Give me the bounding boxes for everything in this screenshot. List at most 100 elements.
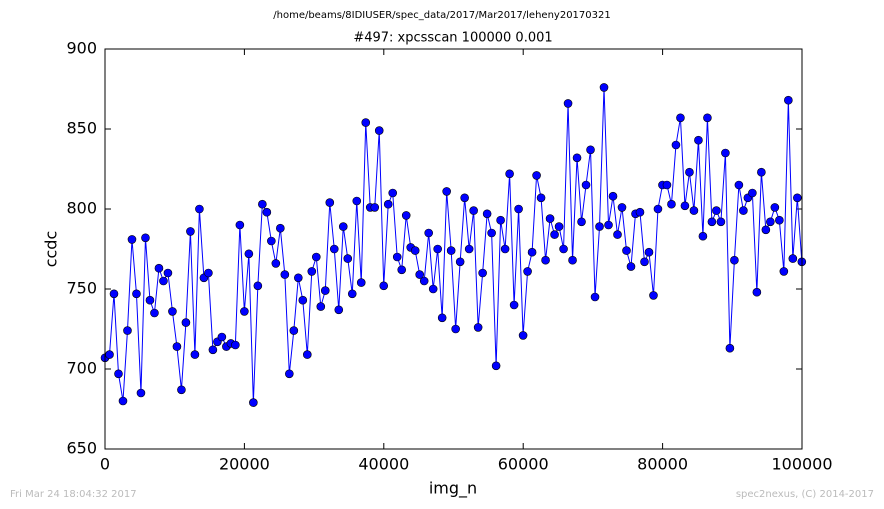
data-point <box>586 145 595 155</box>
data-point <box>676 113 685 123</box>
data-point <box>433 244 442 254</box>
data-point <box>761 225 771 235</box>
data-point <box>775 215 784 225</box>
data-point <box>370 203 380 212</box>
data-point <box>329 244 339 254</box>
data-point <box>536 193 546 203</box>
data-point <box>168 307 177 316</box>
data-point <box>343 254 353 263</box>
chart-title: #497: xpcsscan 100000 0.001 <box>353 31 552 46</box>
y-tick-label: 800 <box>66 199 97 218</box>
data-point <box>383 199 393 209</box>
data-point <box>766 217 775 227</box>
data-point <box>311 252 321 262</box>
data-point <box>662 180 672 190</box>
data-point <box>428 284 438 294</box>
data-point <box>186 227 195 236</box>
data-point <box>280 270 290 279</box>
data-point <box>734 180 744 190</box>
data-point <box>514 204 523 214</box>
data-point <box>141 233 150 243</box>
header: /home/beams/8IDIUSER/spec_data/2017/Mar2… <box>273 10 610 21</box>
data-point <box>505 169 514 179</box>
data-point <box>689 206 699 215</box>
x-tick-label: 80000 <box>637 455 688 474</box>
data-point <box>253 281 263 291</box>
data-point <box>352 196 362 206</box>
data-point <box>181 318 191 327</box>
x-tick-label: 40000 <box>358 455 409 474</box>
data-point <box>752 287 762 297</box>
data-point <box>554 222 564 231</box>
data-point <box>109 289 119 299</box>
data-point <box>289 326 299 335</box>
data-point <box>496 215 505 225</box>
data-point <box>748 188 757 198</box>
data-point <box>559 244 568 254</box>
data-point <box>419 276 429 286</box>
data-point <box>649 291 658 300</box>
data-point <box>267 236 276 246</box>
data-point <box>123 326 132 335</box>
data-point <box>482 209 492 219</box>
data-point <box>249 398 258 407</box>
data-point <box>114 369 123 379</box>
data-point <box>240 307 249 316</box>
data-point <box>316 302 326 311</box>
data-point <box>231 340 240 350</box>
data-point <box>635 207 645 217</box>
data-point <box>361 118 371 127</box>
data-point <box>150 308 159 318</box>
data-point <box>725 343 735 353</box>
data-point <box>195 204 204 214</box>
y-tick-label: 850 <box>66 119 97 138</box>
data-point <box>204 268 213 278</box>
data-point <box>595 222 604 231</box>
data-point <box>626 262 636 271</box>
x-tick-label: 60000 <box>498 455 549 474</box>
plot-frame <box>104 48 803 450</box>
data-point <box>653 204 663 214</box>
data-point <box>685 167 694 177</box>
data-point <box>469 206 478 215</box>
data-point <box>527 247 537 257</box>
data-point <box>703 113 712 123</box>
data-point <box>276 223 285 233</box>
data-point <box>374 126 384 135</box>
data-point <box>285 369 294 379</box>
data-point <box>523 267 532 276</box>
data-point <box>640 257 649 267</box>
data-point <box>541 255 550 265</box>
data-point <box>334 305 344 315</box>
data-point <box>779 267 789 276</box>
data-point <box>258 199 267 209</box>
data-point <box>500 244 510 254</box>
data-point <box>491 361 501 371</box>
y-tick-label: 650 <box>66 439 97 458</box>
data-point <box>730 255 739 265</box>
data-point <box>644 247 654 257</box>
data-point <box>788 254 798 263</box>
data-point <box>757 167 766 177</box>
data-point <box>415 270 424 279</box>
data-point <box>271 259 281 268</box>
data-point <box>356 278 366 287</box>
data-point <box>298 295 308 305</box>
footer-credit: spec2nexus, (C) 2014-2017 <box>736 489 874 500</box>
data-point <box>739 206 748 215</box>
data-point <box>667 199 676 209</box>
data-point <box>712 206 721 215</box>
data-point <box>388 188 398 198</box>
data-point <box>532 171 541 180</box>
data-point <box>451 324 460 334</box>
y-tick-label: 750 <box>66 279 97 298</box>
data-point <box>698 231 708 241</box>
data-point <box>707 217 717 227</box>
data-point <box>770 203 780 212</box>
data-point <box>401 211 411 220</box>
data-point <box>307 267 317 276</box>
data-point <box>177 385 186 395</box>
data-point <box>294 273 303 283</box>
